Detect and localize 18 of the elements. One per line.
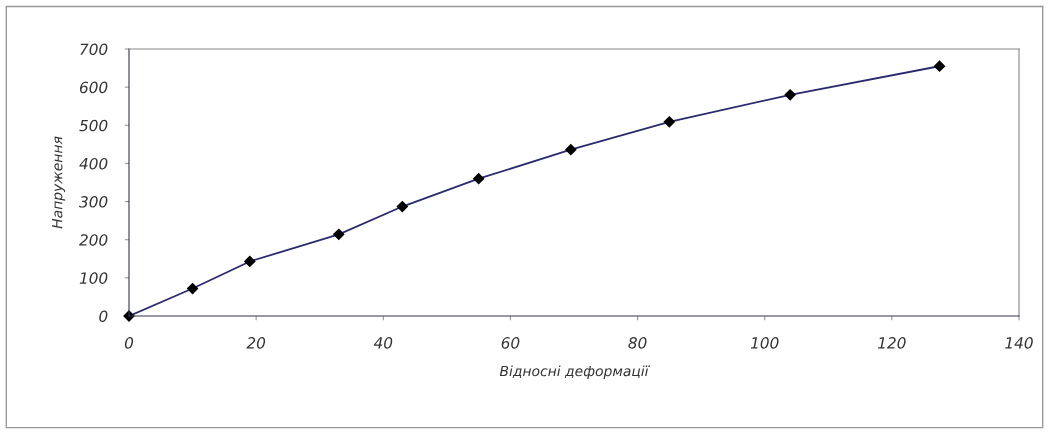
x-tick-label: 20 <box>246 337 266 349</box>
y-tick-label: 0 <box>99 310 108 323</box>
y-tick-label: 600 <box>79 81 108 94</box>
x-tick-label: 140 <box>1005 337 1033 349</box>
x-tick-label: 120 <box>878 337 906 349</box>
x-tick-label: 60 <box>501 337 520 349</box>
x-tick-label: 80 <box>628 337 647 349</box>
y-axis-title: Напруження <box>52 136 66 229</box>
y-tick-label: 200 <box>79 234 108 246</box>
x-tick-label: 100 <box>750 337 779 349</box>
y-tick-label: 300 <box>79 196 108 208</box>
y-tick-label: 100 <box>79 272 108 284</box>
y-tick-label: 700 <box>80 43 108 56</box>
x-tick-label: 0 <box>124 337 134 349</box>
x-axis-title: Відносні деформації <box>499 365 650 379</box>
y-tick-label: 500 <box>79 119 108 132</box>
x-tick-label: 40 <box>373 337 393 349</box>
y-tick-label: 400 <box>79 157 108 170</box>
